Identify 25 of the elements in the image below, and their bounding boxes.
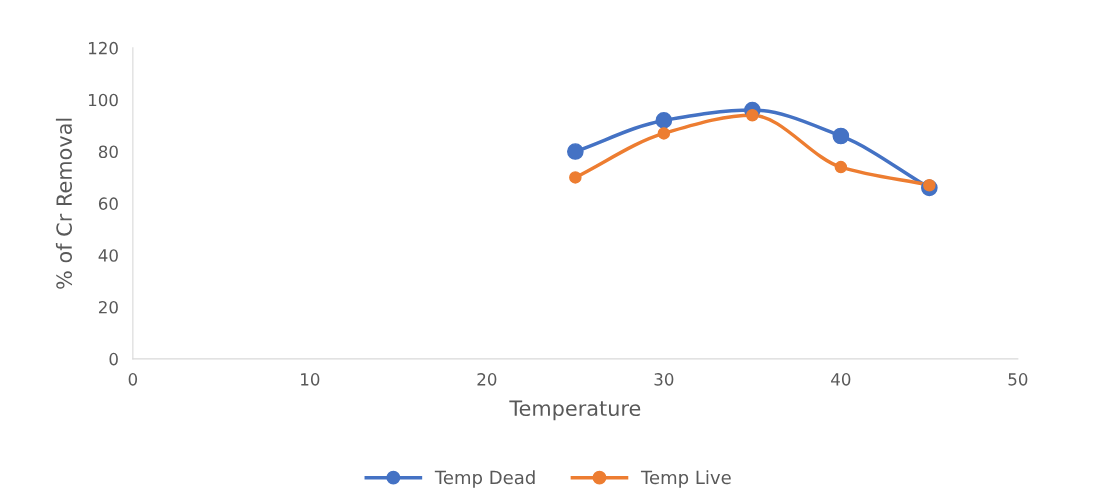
legend-label: Temp Dead	[434, 470, 535, 488]
y-tick-label: 100	[88, 93, 118, 107]
point	[834, 160, 848, 174]
x-tick-label: 20	[477, 373, 497, 386]
y-tick-label: 60	[98, 197, 118, 210]
point	[569, 171, 582, 184]
point	[655, 112, 673, 129]
y-tick-label: 120	[88, 41, 118, 55]
y-tick-label: 80	[98, 145, 118, 159]
x-tick-label: 0	[128, 373, 138, 386]
legend-label: Temp Live	[640, 470, 731, 488]
point	[567, 143, 584, 160]
x-tick-label: 50	[1008, 373, 1028, 386]
x-axis-title: Temperature	[509, 400, 641, 421]
y-axis-title: % of Cr Removal	[55, 118, 73, 289]
x-tick-label: 30	[654, 373, 674, 386]
point	[746, 109, 759, 122]
y-tick-label: 20	[98, 300, 118, 314]
point	[832, 127, 850, 145]
point	[657, 127, 671, 140]
y-tick-label: 40	[98, 249, 118, 262]
y-tick-label: 0	[109, 352, 118, 366]
x-tick-label: 10	[301, 373, 320, 386]
point	[923, 178, 936, 192]
x-tick-label: 40	[831, 373, 851, 386]
